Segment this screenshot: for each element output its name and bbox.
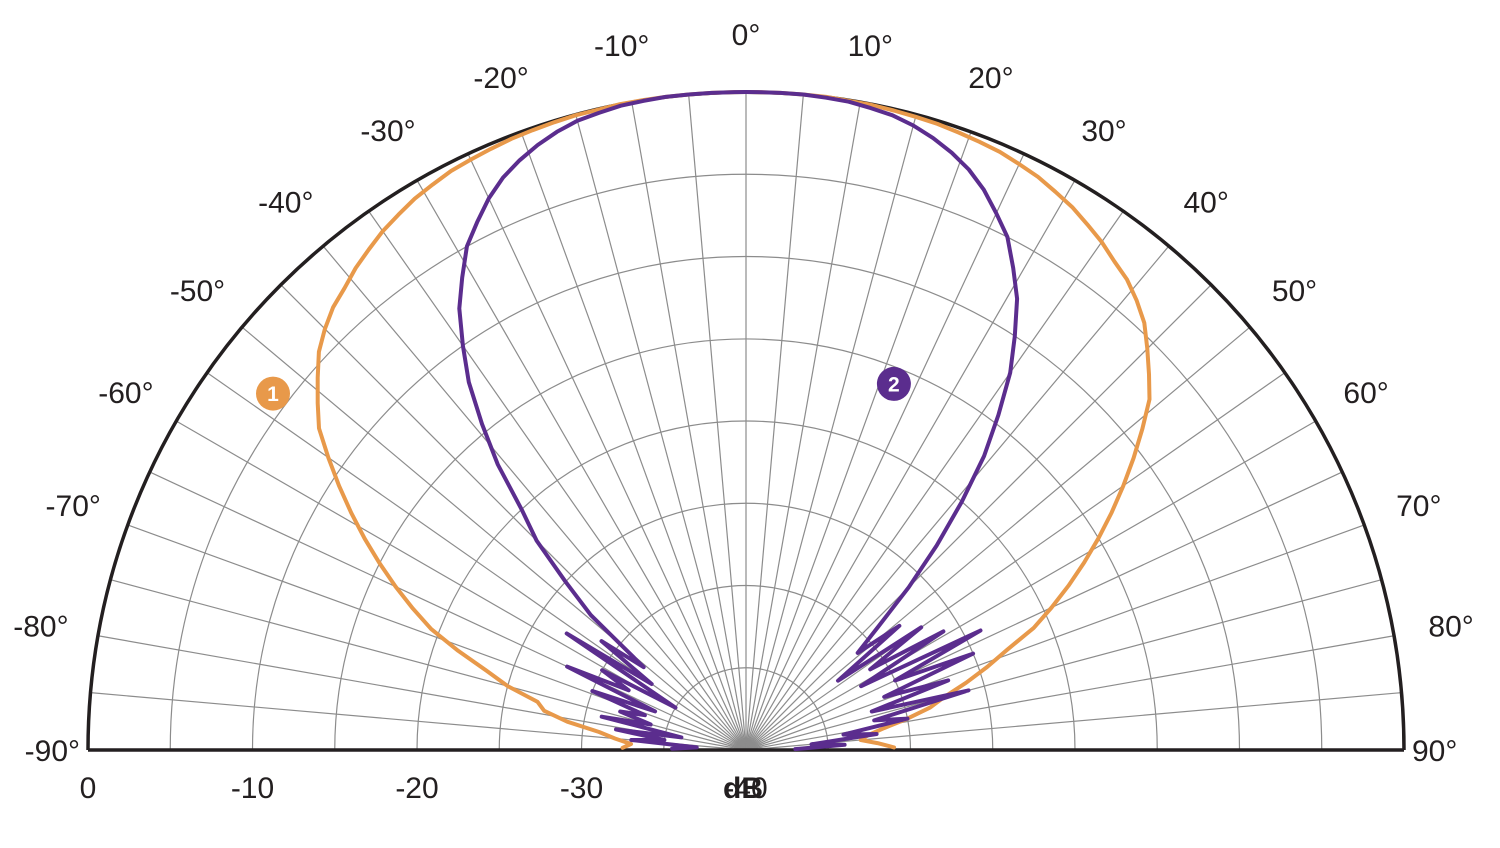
db-tick-label: -20 (395, 772, 438, 805)
series-1-marker (256, 376, 290, 411)
angle-label: -30° (360, 115, 415, 148)
db-tick-label: 0 (80, 772, 97, 805)
radial-unit-label: dB (723, 772, 763, 805)
angle-labels: -90° -80° -70° -60° -50° -40° -30° -20° -10° 0° 10… (13, 19, 1474, 768)
grid-spoke (745, 284, 1212, 751)
angle-label: 80° (1428, 611, 1473, 644)
grid-spoke (745, 131, 972, 751)
angle-label: 60° (1343, 377, 1388, 410)
series-1-marker-label: 1 (267, 383, 279, 406)
grid-spoke (745, 210, 1124, 751)
angle-label: -70° (46, 490, 101, 523)
grid-spoke (745, 114, 917, 751)
grid-spoke (149, 471, 747, 751)
grid-spoke (745, 692, 1402, 751)
series-2-curve (457, 90, 1020, 752)
grid-spoke (688, 94, 747, 751)
angle-label: -10° (594, 30, 649, 63)
angle-label: 0° (732, 19, 761, 52)
angle-label: 70° (1396, 490, 1441, 523)
grid-spoke (631, 101, 747, 751)
grid-spoke (745, 245, 1170, 751)
polar-grid (90, 92, 1402, 751)
grid-spoke (575, 114, 747, 751)
angle-label: -80° (13, 611, 68, 644)
grid-spoke (745, 94, 804, 751)
grid-spoke (127, 524, 747, 751)
angle-label: -40° (258, 187, 313, 220)
grid-spoke (206, 372, 747, 751)
angle-label: 10° (848, 30, 893, 63)
grid-spoke (520, 131, 747, 751)
angle-label: -20° (473, 62, 528, 95)
db-tick-labels: 0 -10 -20 -30 -40 (80, 772, 768, 805)
grid-spoke (322, 245, 747, 751)
grid-spoke (745, 524, 1365, 751)
grid-spoke (745, 471, 1343, 751)
db-tick-label: -30 (560, 772, 603, 805)
grid-spoke (745, 420, 1317, 751)
angle-label: 20° (968, 62, 1013, 95)
angle-label: -50° (170, 275, 225, 308)
grid-spoke (745, 372, 1286, 751)
grid-spoke (467, 153, 747, 751)
series-2-marker-label: 2 (888, 373, 900, 396)
angle-label: 90° (1412, 735, 1457, 768)
angle-label: 50° (1272, 275, 1317, 308)
angle-label: -90° (25, 735, 80, 768)
series-layer (315, 90, 1152, 752)
series-1-curve (315, 90, 1152, 750)
grid-spoke (745, 579, 1382, 751)
grid-spoke (241, 326, 747, 751)
angle-label: 30° (1081, 115, 1126, 148)
angle-label: -60° (98, 377, 153, 410)
series-2-marker (876, 366, 911, 401)
db-tick-label: -10 (231, 772, 274, 805)
grid-spoke (745, 179, 1076, 751)
angle-label: 40° (1184, 187, 1229, 220)
grid-spoke (280, 284, 747, 751)
db-tick-label: -40 (724, 772, 767, 805)
grid-spoke (745, 326, 1251, 751)
grid-spoke (368, 210, 747, 751)
grid-spoke (745, 153, 1025, 751)
grid-spoke (745, 101, 861, 751)
grid-spoke (416, 179, 747, 751)
